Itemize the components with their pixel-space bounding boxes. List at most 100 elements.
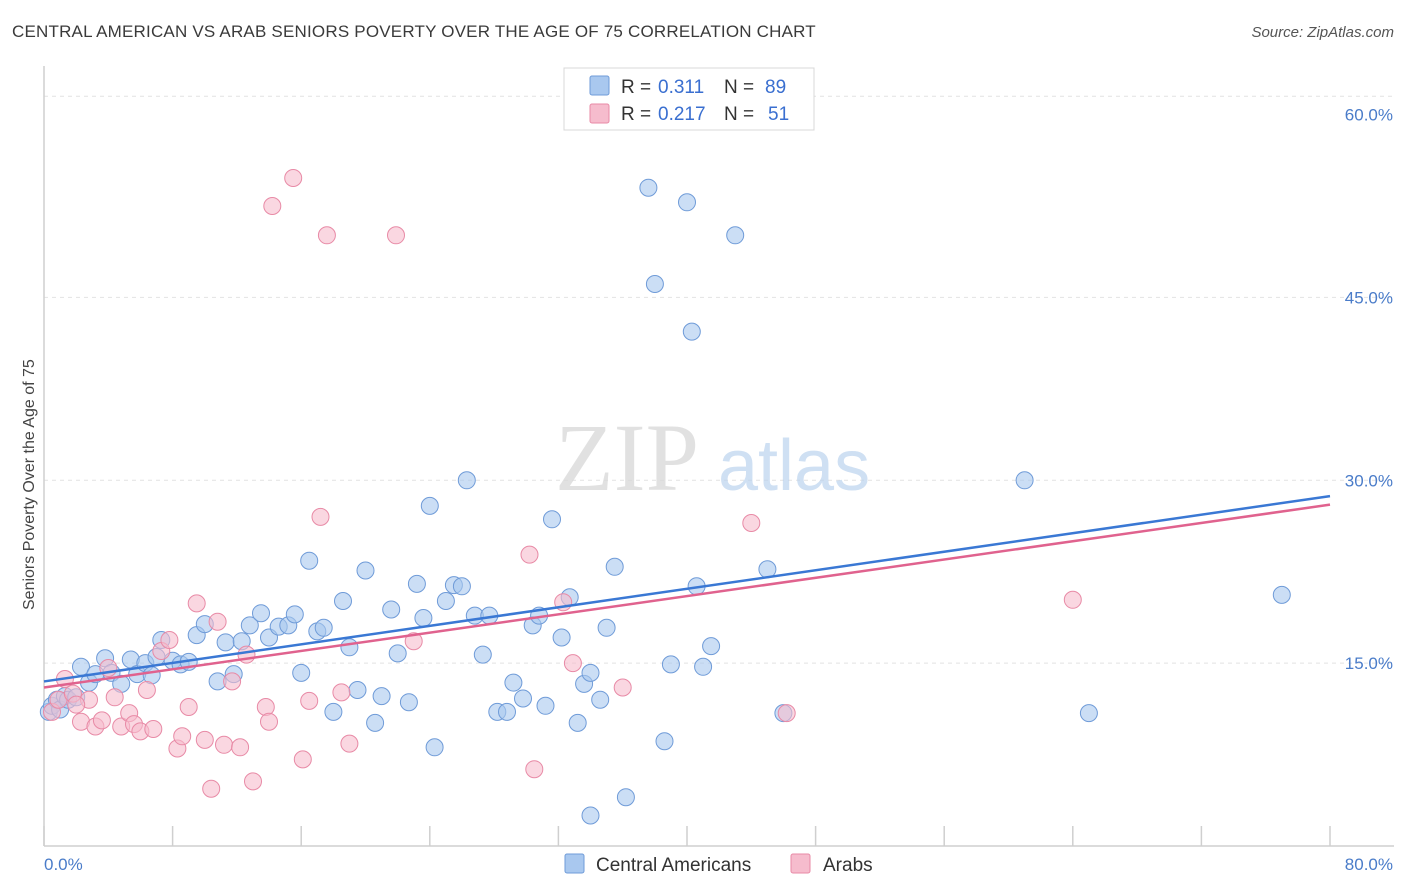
- point-central-american: [568, 713, 587, 732]
- point-arab: [179, 698, 198, 716]
- point-arab: [105, 688, 124, 707]
- point-arab: [244, 772, 262, 791]
- point-arab: [187, 594, 206, 613]
- point-central-american: [452, 577, 471, 596]
- point-central-american: [314, 618, 333, 637]
- point-central-american: [682, 322, 701, 341]
- y-tick-label: 60.0%: [1345, 106, 1393, 125]
- point-central-american: [1079, 704, 1098, 723]
- point-central-american: [436, 592, 455, 610]
- point-central-american: [605, 557, 624, 576]
- point-central-american: [292, 663, 311, 682]
- point-arab: [284, 169, 303, 187]
- chart-title: CENTRAL AMERICAN VS ARAB SENIORS POVERTY…: [12, 22, 816, 41]
- point-central-american: [645, 275, 664, 293]
- point-arab: [293, 750, 312, 769]
- legend-r-value-central: 0.311: [658, 77, 704, 98]
- point-central-american: [300, 551, 319, 570]
- point-arab: [260, 712, 278, 731]
- point-arab: [311, 507, 330, 526]
- legend-swatch-arab: [589, 103, 610, 124]
- trendline-arab: [43, 503, 1331, 689]
- point-central-american: [324, 702, 343, 721]
- point-arab: [340, 734, 359, 753]
- point-central-american: [372, 687, 391, 706]
- legend-r-label-arab: R =: [621, 104, 651, 125]
- y-tick-labels: 15.0% 30.0% 45.0% 60.0%: [1345, 106, 1393, 674]
- point-central-american: [252, 604, 270, 623]
- series-legend-swatch-central: [564, 853, 585, 874]
- point-arab: [777, 704, 796, 723]
- series-legend: Central Americans Arabs: [564, 853, 873, 876]
- gridlines: [44, 95, 1394, 664]
- point-arab: [332, 683, 351, 702]
- legend-r-label-central: R =: [621, 77, 651, 98]
- point-central-american: [1272, 585, 1291, 604]
- point-central-american: [366, 713, 385, 732]
- trendline-central-american: [43, 494, 1331, 683]
- legend-n-value-central: 89: [765, 77, 786, 98]
- point-central-american: [543, 510, 561, 529]
- point-arab: [404, 632, 423, 651]
- point-arab: [613, 678, 632, 697]
- watermark-zip: ZIP: [555, 404, 699, 511]
- point-central-american: [661, 655, 680, 674]
- point-central-american: [694, 657, 713, 676]
- point-arab: [300, 691, 319, 710]
- point-arab: [195, 730, 214, 749]
- point-arab: [256, 698, 275, 716]
- point-central-american: [407, 574, 426, 593]
- point-arab: [92, 711, 111, 730]
- point-central-american: [216, 633, 235, 652]
- point-central-american: [356, 561, 375, 580]
- point-central-american: [348, 681, 367, 699]
- legend-n-label-arab: N =: [724, 104, 754, 125]
- point-arab: [144, 720, 163, 738]
- point-arab: [742, 514, 761, 532]
- point-central-american: [591, 690, 610, 709]
- point-central-american: [678, 193, 696, 212]
- point-central-american: [240, 616, 259, 635]
- point-arab: [231, 738, 250, 757]
- point-arab: [263, 197, 282, 215]
- y-tick-label: 15.0%: [1345, 654, 1393, 673]
- point-arab: [67, 695, 86, 714]
- legend-r-value-arab: 0.217: [658, 104, 706, 125]
- x-tick-label-min: 0.0%: [44, 855, 83, 874]
- point-central-american: [1015, 471, 1034, 490]
- point-arab: [160, 631, 179, 649]
- point-arab: [387, 226, 405, 245]
- point-central-american: [514, 689, 532, 708]
- point-arab: [1063, 590, 1082, 609]
- point-central-american: [655, 732, 674, 751]
- point-central-american: [382, 600, 401, 619]
- point-central-american: [639, 178, 658, 197]
- x-tick-label-max: 80.0%: [1345, 855, 1393, 874]
- y-axis-label: Seniors Poverty Over the Age of 75: [21, 359, 38, 610]
- series-legend-swatch-arab: [790, 853, 811, 874]
- point-central-american: [597, 618, 616, 637]
- point-arab: [173, 727, 192, 746]
- series-legend-label-central: Central Americans: [596, 855, 751, 876]
- point-central-american: [536, 696, 555, 715]
- point-arab: [215, 735, 233, 754]
- point-arab: [223, 672, 242, 691]
- legend-n-label-central: N =: [724, 77, 754, 98]
- point-central-american: [552, 628, 571, 647]
- watermark: ZIP atlas: [555, 404, 870, 511]
- point-arab: [317, 226, 336, 245]
- point-central-american: [285, 605, 304, 624]
- point-arab: [137, 681, 156, 699]
- point-central-american: [420, 496, 439, 515]
- point-arab: [208, 612, 227, 631]
- stats-legend: R = 0.311 N = 89 R = 0.217 N = 51: [563, 67, 815, 131]
- point-arab: [525, 760, 544, 779]
- x-ticks: [43, 826, 1331, 846]
- point-central-american: [425, 738, 444, 757]
- point-central-american: [498, 702, 516, 721]
- point-central-american: [616, 788, 635, 807]
- point-central-american: [726, 226, 745, 245]
- point-arab: [202, 779, 221, 798]
- legend-n-value-arab: 51: [768, 104, 789, 125]
